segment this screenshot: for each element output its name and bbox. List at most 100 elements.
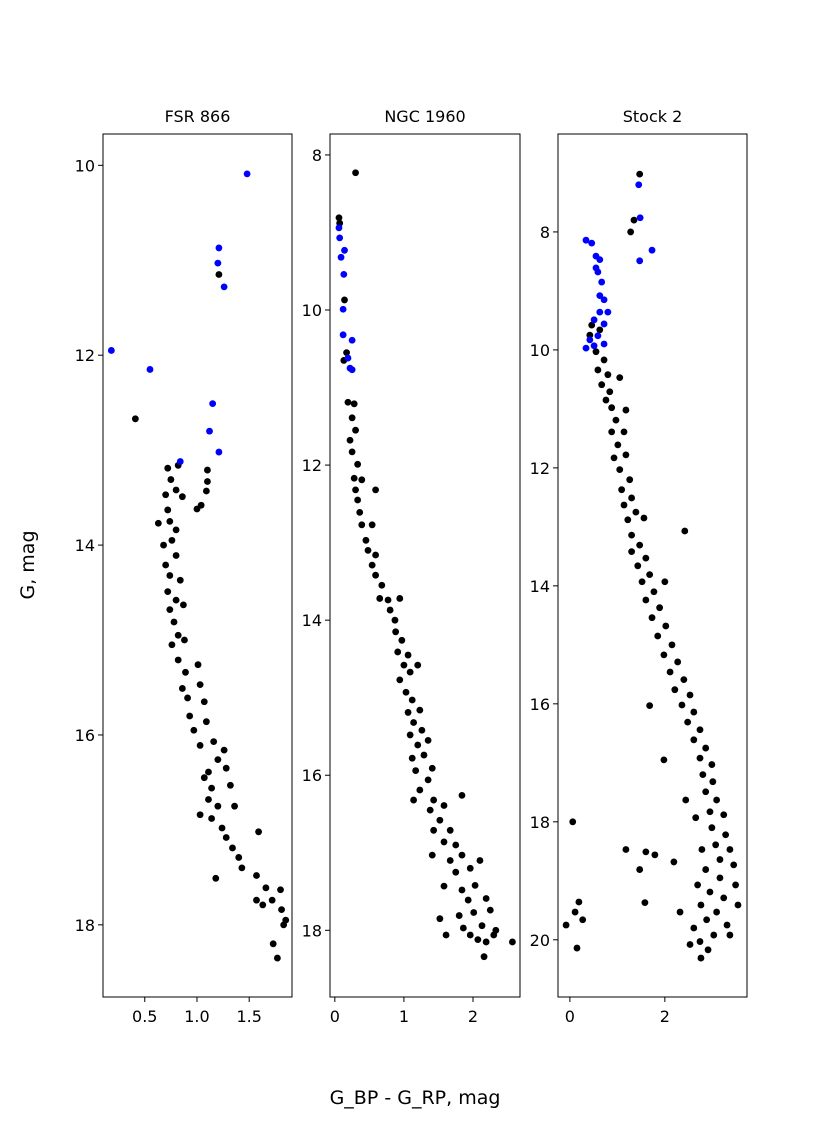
data-point [709,778,717,786]
data-point [697,901,705,909]
data-point [713,796,721,804]
data-point [348,448,356,456]
data-point [628,548,636,556]
data-point [630,216,638,224]
data-point [620,501,628,509]
data-point [172,486,180,494]
panel-title: FSR 866 [165,107,231,126]
data-point [253,896,260,904]
data-point [722,831,730,839]
data-point [662,622,670,630]
data-point [446,857,454,864]
data-point [166,606,174,614]
data-point [726,846,734,853]
data-point [424,736,432,744]
x-tick-label: 2 [468,1007,478,1026]
data-point [455,912,463,919]
data-point [620,428,628,436]
data-point [222,834,230,841]
data-point [410,719,417,726]
data-point [352,426,359,434]
data-point [226,781,234,789]
data-point [350,400,358,408]
data-point [178,685,186,692]
data-point [346,436,354,444]
data-point [628,531,636,539]
data-point [410,796,417,804]
data-point [358,521,366,529]
data-point [588,321,596,329]
data-point [726,931,734,939]
data-point [214,259,222,267]
data-point [343,349,350,357]
data-point [253,872,260,879]
data-point [352,486,359,494]
y-tick-label: 20 [530,931,550,950]
data-point [573,944,581,952]
y-tick-label: 12 [75,346,95,365]
data-point [220,283,228,291]
data-point [458,851,466,859]
data-point [412,767,420,774]
data-point [635,181,643,189]
x-tick-label: 0 [565,1007,575,1026]
data-point [579,916,587,924]
data-point [476,857,484,864]
data-point [391,616,399,624]
data-point [702,788,710,796]
y-tick-label: 10 [530,341,550,360]
data-point [608,428,616,436]
data-point [416,786,424,794]
data-point [632,508,640,516]
data-point [651,851,659,859]
data-point [235,854,243,861]
data-point [358,476,366,484]
data-point [202,487,210,495]
data-point [352,169,359,177]
data-point [459,924,467,932]
data-point [696,938,704,945]
data-point [699,771,707,779]
y-tick-label: 8 [312,146,322,165]
data-point [636,866,644,873]
data-point [208,815,215,822]
data-point [703,916,711,924]
y-tick-label: 16 [302,766,322,785]
data-point [713,908,721,916]
data-point [470,909,478,916]
data-point [458,792,466,799]
data-point [214,756,222,764]
data-point [356,508,364,516]
data-point [436,816,444,824]
data-point [408,696,416,704]
data-point [164,464,172,472]
axes-frame [557,133,748,998]
data-point [170,618,178,626]
data-point [396,676,404,684]
data-point [730,861,738,869]
data-point [716,856,724,863]
data-point [416,706,424,714]
data-point [414,741,422,749]
data-point [344,398,352,406]
data-point [196,811,204,819]
data-point [262,884,270,892]
data-point [107,347,115,354]
data-point [194,661,202,669]
data-point [482,895,490,902]
data-point [348,336,356,344]
data-point [344,354,352,362]
data-point [682,796,690,804]
data-point [598,278,606,286]
data-point [348,414,356,422]
data-point [490,931,498,939]
y-tick-label: 14 [75,536,95,555]
data-point [378,581,386,589]
x-tick-label: 1.5 [236,1007,261,1026]
data-point [622,846,630,853]
data-point [668,641,676,649]
data-point [268,896,276,904]
y-tick-label: 14 [530,577,550,596]
data-point [209,400,217,408]
data-point [646,571,654,579]
